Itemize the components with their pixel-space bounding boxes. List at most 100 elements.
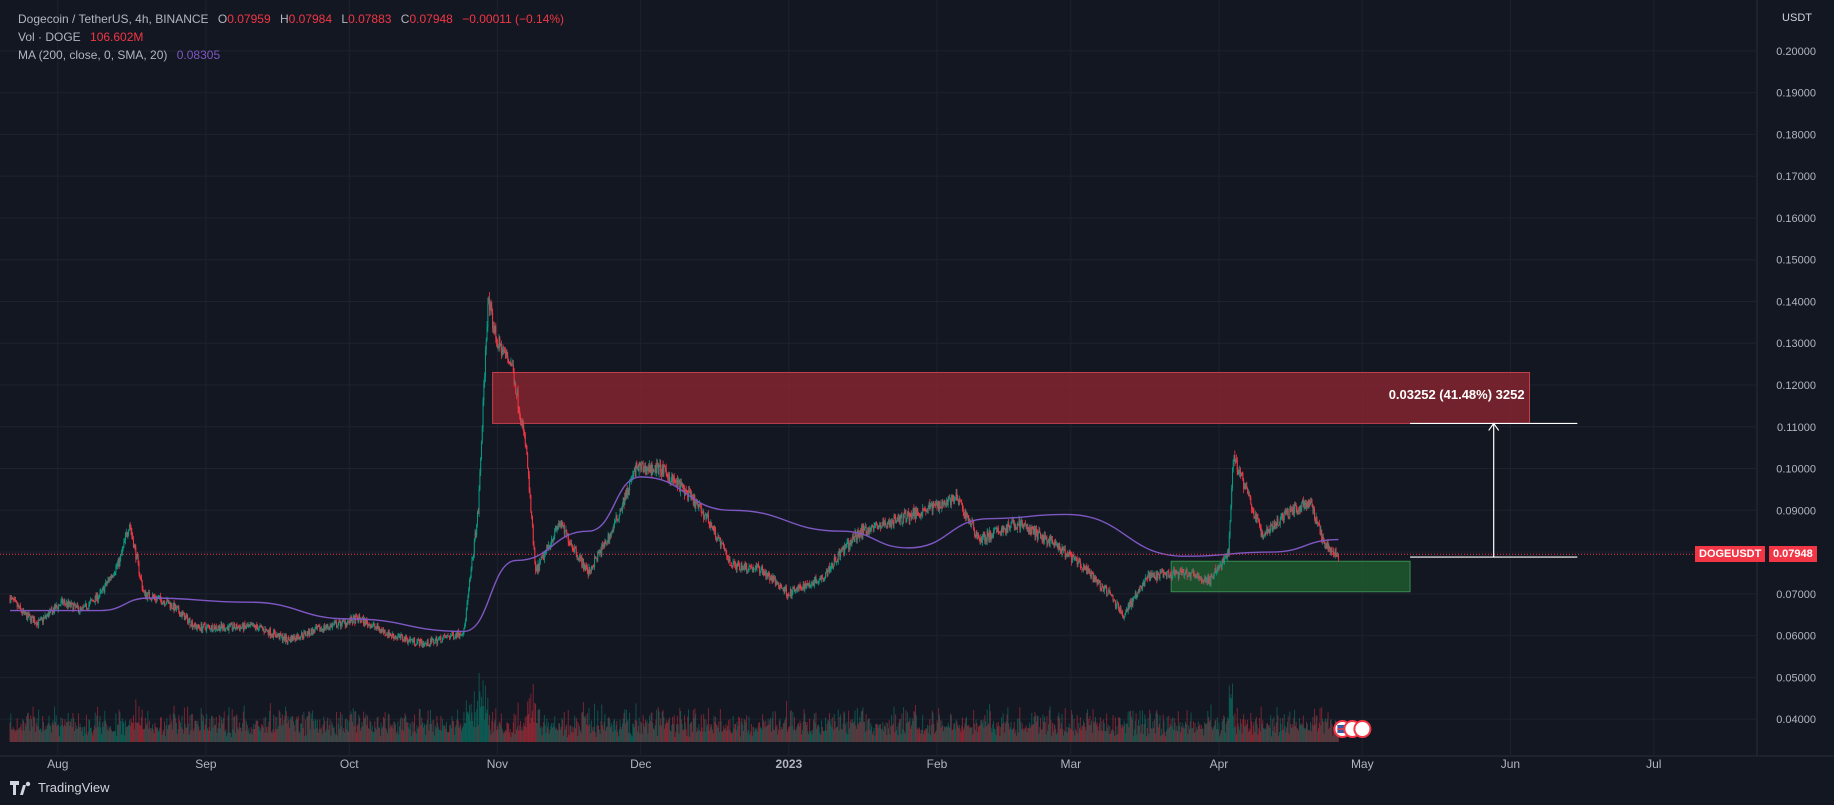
- candle-body: [921, 513, 923, 515]
- candle-body: [755, 565, 757, 568]
- candle-body: [567, 533, 569, 543]
- volume-bar: [684, 715, 686, 742]
- candle-body: [340, 625, 342, 627]
- candle-body: [1258, 518, 1260, 523]
- candle-body: [1075, 557, 1077, 559]
- volume-bar: [1008, 729, 1010, 742]
- candle-body: [1247, 492, 1249, 494]
- volume-bar: [269, 703, 271, 742]
- volume-bar: [1116, 726, 1118, 742]
- volume-bar: [1231, 683, 1233, 742]
- volume-bar: [256, 720, 258, 742]
- volume-bar: [419, 708, 421, 742]
- volume-bar: [1156, 709, 1158, 742]
- candle-body: [1292, 508, 1294, 513]
- volume-bar: [866, 730, 868, 742]
- volume-bar: [187, 706, 189, 742]
- volume-bar: [735, 723, 737, 742]
- volume-bar: [521, 726, 523, 742]
- candle-body: [1297, 511, 1299, 513]
- candle-body: [429, 638, 431, 644]
- volume-bar: [1009, 727, 1011, 742]
- candle-body: [711, 522, 713, 527]
- candle-body: [1033, 527, 1035, 534]
- candle-body: [183, 612, 185, 615]
- candle-body: [193, 625, 195, 627]
- volume-bar: [1181, 722, 1183, 742]
- candle-body: [1157, 573, 1159, 581]
- volume-bar: [484, 685, 486, 742]
- volume-bar: [1211, 727, 1213, 742]
- volume-bar: [171, 729, 173, 742]
- volume-bar: [930, 734, 932, 742]
- candle-body: [685, 489, 687, 492]
- volume-bar: [962, 729, 964, 742]
- price-tick-label: 0.20000: [1776, 46, 1816, 58]
- volume-bar: [606, 727, 608, 742]
- candle-body: [1301, 502, 1303, 509]
- volume-bar: [406, 722, 408, 742]
- candle-body: [432, 639, 434, 641]
- volume-bar: [172, 713, 174, 742]
- volume-bar: [511, 732, 513, 742]
- candle-body: [1053, 542, 1055, 545]
- volume-bar: [1204, 722, 1206, 742]
- volume-bar: [343, 732, 345, 742]
- candle-body: [413, 637, 415, 641]
- candle-body: [369, 624, 371, 629]
- volume-bar: [309, 729, 311, 742]
- volume-bar: [972, 734, 974, 742]
- candle-body: [955, 492, 957, 498]
- volume-bar: [1318, 722, 1320, 742]
- volume-bar: [527, 713, 529, 742]
- candle-body: [182, 612, 184, 615]
- candle-body: [469, 577, 471, 581]
- volume-bar: [621, 729, 623, 742]
- volume-bar: [151, 727, 153, 742]
- candle-body: [739, 566, 741, 570]
- candle-body: [1127, 605, 1129, 612]
- volume-bar: [451, 716, 453, 742]
- candle-body: [519, 410, 521, 417]
- candle-body: [171, 607, 173, 609]
- volume-bar: [161, 734, 163, 742]
- volume-bar: [1235, 734, 1237, 742]
- candle-body: [543, 554, 545, 560]
- candle-body: [707, 514, 709, 523]
- volume-bar: [598, 726, 600, 742]
- candle-body: [880, 526, 882, 528]
- volume-bar: [81, 727, 83, 742]
- candle-body: [832, 565, 834, 569]
- candle-body: [1204, 577, 1206, 582]
- volume-bar: [707, 723, 709, 742]
- volume-bar: [330, 735, 332, 742]
- volume-bar: [611, 725, 613, 742]
- volume-bar: [1121, 728, 1123, 742]
- candle-body: [882, 521, 884, 526]
- volume-bar: [281, 714, 283, 742]
- candle-body: [297, 634, 299, 639]
- candle-body: [60, 601, 62, 605]
- volume-bar: [61, 725, 63, 742]
- volume-bar: [70, 721, 72, 742]
- volume-bar: [555, 729, 557, 742]
- candle-body: [320, 628, 322, 630]
- candle-body: [766, 573, 768, 577]
- volume-bar: [307, 716, 309, 742]
- volume-bar: [678, 733, 680, 742]
- volume-bar: [21, 730, 23, 742]
- volume-bar: [807, 731, 809, 742]
- volume-bar: [793, 717, 795, 742]
- candle-body: [710, 522, 712, 528]
- volume-bar: [171, 720, 173, 742]
- volume-bar: [1044, 716, 1046, 742]
- volume-bar: [550, 725, 552, 742]
- volume-bar: [1302, 724, 1304, 742]
- candle-body: [361, 619, 363, 622]
- candle-body: [971, 521, 973, 524]
- volume-bar: [809, 718, 811, 742]
- candle-body: [548, 544, 550, 546]
- volume-bar: [12, 727, 14, 742]
- volume-bar: [935, 730, 937, 742]
